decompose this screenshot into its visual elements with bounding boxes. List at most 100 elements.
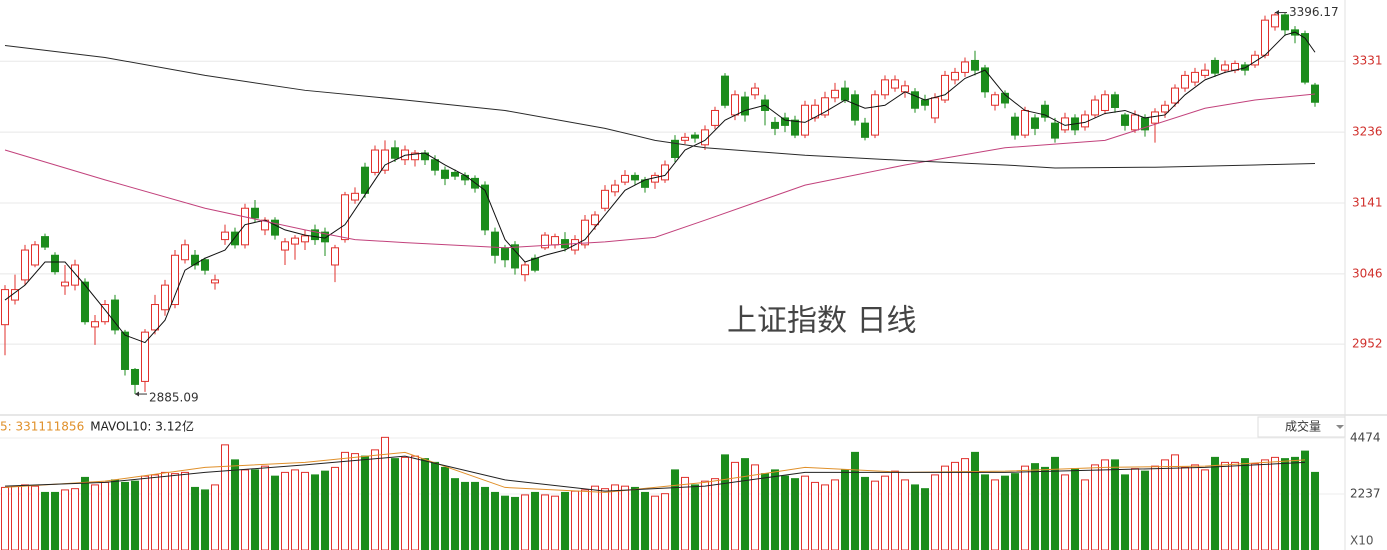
volume-bar [991, 479, 999, 550]
volume-bar [441, 466, 449, 550]
selector-label[interactable]: 成交量 [1285, 419, 1321, 434]
candle-body [1301, 33, 1309, 83]
y-tick-label: 3236 [1352, 125, 1383, 139]
volume-bar [961, 458, 969, 550]
candle-body [1041, 104, 1049, 118]
annotation-label: 2885.09 [149, 391, 199, 405]
annotation-label: 3396.17 [1289, 5, 1339, 19]
candle-body [221, 231, 229, 241]
volume-bar [341, 451, 349, 550]
candle-body [861, 122, 869, 138]
candle-body [791, 119, 799, 136]
volume-bar [491, 491, 499, 550]
candle-body [941, 74, 949, 101]
candle-body [231, 231, 239, 246]
annotation-arrowhead [135, 391, 139, 397]
candle-body [191, 254, 199, 266]
candle-body [771, 121, 779, 129]
candle-body [61, 281, 69, 287]
candle-body [851, 94, 859, 121]
volume-bar [221, 444, 229, 550]
candle-body [151, 304, 159, 331]
candle-body [951, 71, 959, 81]
candle-body [71, 264, 79, 286]
volume-bar [461, 481, 469, 550]
volume-bar [401, 456, 409, 550]
volume-bar [941, 465, 949, 550]
candle-body [31, 244, 39, 266]
volume-bar [891, 470, 899, 550]
candle-body [111, 299, 119, 331]
volume-bar [41, 491, 49, 550]
candle-body [251, 207, 259, 219]
volume-bar [451, 478, 459, 550]
volume-bar [431, 461, 439, 550]
moving-average [4, 451, 1306, 493]
candle-body [311, 229, 319, 241]
volume-bar [241, 469, 249, 550]
candle-body [1171, 87, 1179, 104]
candle-body [991, 94, 999, 106]
selector-box[interactable] [1257, 416, 1346, 438]
volume-bar [421, 458, 429, 550]
candle-body [321, 231, 329, 243]
volume-bar [231, 459, 239, 550]
candle-body [901, 85, 909, 93]
candle-body [1051, 122, 1059, 139]
candle-body [441, 169, 449, 179]
candle-body [581, 219, 589, 246]
candle-body [171, 254, 179, 306]
moving-average [4, 455, 1306, 492]
volume-bar [511, 496, 519, 550]
volume-bar [701, 480, 709, 550]
volume-bar [581, 489, 589, 550]
candle-body [1311, 84, 1319, 103]
volume-bar [811, 481, 819, 550]
candle-body [1251, 54, 1259, 66]
volume-bar [1121, 474, 1129, 550]
candle-body [511, 244, 519, 269]
candle-body [1211, 59, 1219, 74]
volume-bar [621, 485, 629, 550]
volume-bar [1231, 461, 1239, 550]
candle-body [1101, 94, 1109, 111]
moving-average [4, 45, 1316, 169]
candle-body [291, 237, 299, 245]
candle-body [241, 207, 249, 246]
candle-body [1151, 111, 1159, 124]
candle-body [751, 87, 759, 96]
candle-body [81, 281, 89, 323]
volume-bar [1171, 454, 1179, 550]
volume-bar [631, 486, 639, 550]
volume-bar [921, 488, 929, 550]
candle-body [91, 321, 99, 328]
y-tick-label: 2952 [1352, 337, 1383, 351]
candle-body [591, 214, 599, 226]
volume-bar [551, 495, 559, 550]
volume-bar [1211, 456, 1219, 550]
candle-body [731, 94, 739, 116]
volume-bar [711, 478, 719, 550]
volume-bar [771, 469, 779, 550]
candle-body [721, 75, 729, 106]
volume-selector[interactable]: 成交量 [1257, 416, 1346, 438]
volume-tick-label: 4474 [1350, 431, 1381, 445]
volume-bar [1271, 456, 1279, 550]
candle-body [661, 164, 669, 181]
candle-body [1201, 69, 1209, 76]
candle-body [451, 171, 459, 177]
candle-body [961, 61, 969, 73]
volume-bar [1281, 458, 1289, 550]
volume-bar [601, 488, 609, 550]
candle-body [971, 59, 979, 71]
volume-bar [1201, 469, 1209, 550]
candle-body [21, 249, 29, 281]
volume-bar [311, 474, 319, 550]
selector-arrow[interactable] [1336, 425, 1344, 429]
candle-body [381, 149, 389, 171]
volume-bar [871, 480, 879, 550]
volume-bar [121, 481, 129, 550]
volume-bar [1151, 465, 1159, 550]
volume-bar [641, 491, 649, 550]
